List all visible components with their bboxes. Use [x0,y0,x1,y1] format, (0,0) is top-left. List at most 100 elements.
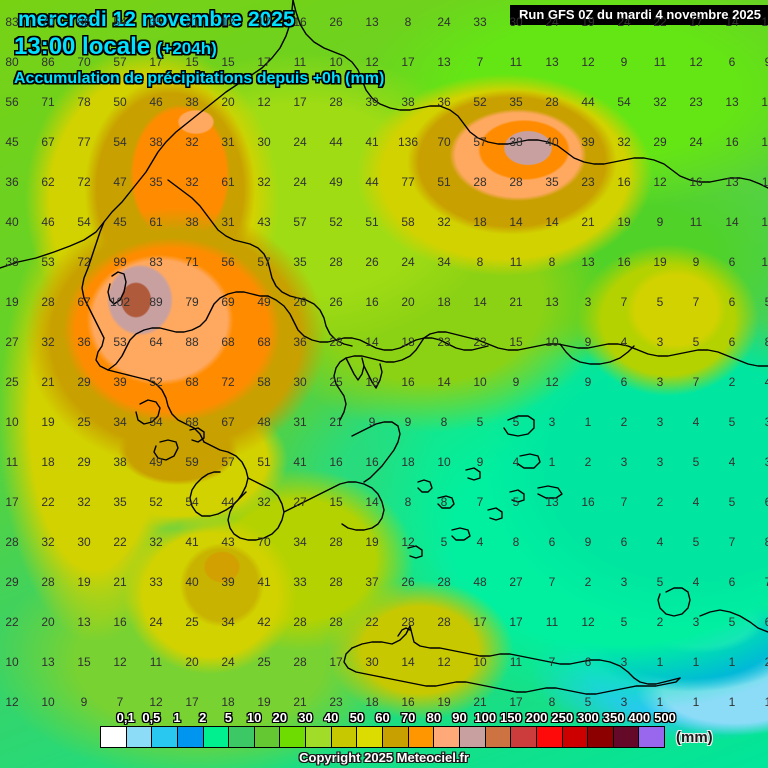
grid-value: 17 [5,495,19,509]
grid-value: 53 [41,255,55,269]
grid-value: 69 [221,295,235,309]
grid-value: 8 [765,535,768,549]
grid-value: 8 [404,15,412,29]
grid-value: 5 [692,335,700,349]
grid-value: 83 [5,15,19,29]
grid-value: 30 [77,535,91,549]
grid-value: 7 [476,55,484,69]
grid-value: 83 [149,255,163,269]
grid-value: 10 [473,655,487,669]
grid-value: 43 [221,535,235,549]
grid-value: 12 [257,95,271,109]
legend-tick-label: 1 [173,710,181,725]
grid-value: 32 [185,175,199,189]
grid-value: 4 [620,335,628,349]
grid-value: 19 [5,295,19,309]
grid-value: 13 [365,15,379,29]
legend-swatch [280,727,307,747]
grid-value: 34 [113,415,127,429]
grid-value: 24 [617,15,631,29]
legend-tick-label: 30 [298,710,313,725]
grid-value: 10 [5,655,19,669]
legend-swatch [306,727,332,747]
forecast-time: 13:00 locale (+204h) [14,33,217,61]
grid-value: 9 [656,215,664,229]
grid-value: 5 [476,415,484,429]
grid-value: 35 [509,95,523,109]
grid-value: 15 [509,335,523,349]
grid-value: 8 [548,695,556,709]
grid-value: 13 [41,655,55,669]
grid-value: 1 [548,455,556,469]
grid-value: 49 [149,455,163,469]
grid-value: 32 [149,535,163,549]
grid-value: 1 [692,695,700,709]
grid-value: 31 [221,215,235,229]
grid-value: 22 [5,615,19,629]
grid-value: 25 [257,655,271,669]
grid-value: 3 [548,415,556,429]
grid-value: 3 [765,415,768,429]
grid-value: 29 [5,575,19,589]
grid-value: 8 [548,255,556,269]
grid-value: 86 [77,15,91,29]
grid-value: 28 [401,615,415,629]
grid-value: 30 [509,15,523,29]
copyright-notice: Copyright 2025 Meteociel.fr [299,750,469,765]
grid-value: 43 [257,215,271,229]
grid-value: 10 [761,255,768,269]
grid-value: 1 [692,655,700,669]
grid-value: 17 [689,15,703,29]
grid-value: 11 [293,55,307,69]
forecast-lead-time: (+204h) [156,39,217,58]
grid-value: 8 [765,335,768,349]
grid-value: 41 [293,455,307,469]
grid-value: 71 [185,255,199,269]
grid-value: 28 [293,655,307,669]
grid-value: 28 [545,95,559,109]
grid-value: 3 [620,455,628,469]
grid-value: 44 [581,95,595,109]
grid-value: 2 [656,495,664,509]
legend-tick-label: 2 [199,710,207,725]
grid-value: 39 [221,575,235,589]
grid-value: 19 [761,15,768,29]
grid-value: 27 [5,335,19,349]
grid-value: 58 [401,215,415,229]
grid-value: 3 [692,615,700,629]
grid-value: 9 [584,535,592,549]
grid-value: 136 [397,135,419,149]
grid-value: 31 [221,135,235,149]
grid-value: 7 [692,295,700,309]
legend-tick-label: 250 [551,710,574,725]
grid-value: 21 [473,695,487,709]
grid-value: 42 [257,615,271,629]
grid-value: 2 [656,615,664,629]
grid-value: 7 [692,375,700,389]
grid-value: 38 [185,215,199,229]
grid-value: 25 [185,615,199,629]
grid-value: 9 [620,55,628,69]
parameter-label: Accumulation de précipitations depuis +0… [14,70,385,87]
grid-value: 35 [149,175,163,189]
grid-value: 23 [473,335,487,349]
grid-value: 5 [512,495,520,509]
grid-value: 56 [5,95,19,109]
grid-value: 35 [293,255,307,269]
legend-swatch [177,727,204,747]
grid-value: 3 [584,295,592,309]
grid-value: 51 [437,175,451,189]
grid-value: 40 [545,135,559,149]
grid-value: 12 [689,55,703,69]
grid-value: 32 [257,175,271,189]
grid-value: 17 [509,615,523,629]
grid-value: 23 [689,95,703,109]
grid-value: 22 [365,615,379,629]
grid-value: 10 [5,415,19,429]
legend-swatch [101,727,127,747]
grid-value: 3 [620,695,628,709]
grid-value: 67 [221,415,235,429]
grid-value: 54 [77,215,91,229]
